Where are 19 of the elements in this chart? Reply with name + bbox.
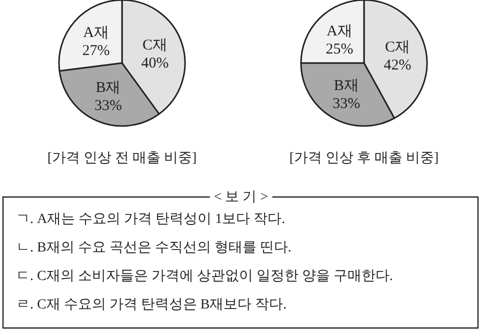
slice-label: B재 — [96, 80, 121, 96]
data-label: 25% — [326, 42, 354, 58]
text: [가격 인상 전 매출 비중] — [47, 151, 197, 166]
data-label: 33% — [94, 98, 122, 114]
slice-label: A재 — [326, 24, 352, 40]
slice-label: A재 — [83, 25, 109, 42]
text: < 보 기 > — [214, 190, 268, 205]
data-label: 42% — [384, 57, 412, 74]
text: ㄴ. B재의 수요 곡선은 수직선의 형태를 띤다. — [16, 240, 292, 256]
text: [가격 인상 후 매출 비중] — [289, 151, 439, 166]
text: ㄷ. C재의 소비자들은 가격에 상관없이 일정한 양을 구매한다. — [16, 269, 393, 284]
text: ㄹ. C재 수요의 가격 탄력성은 B재보다 작다. — [16, 298, 287, 312]
slice-label: B재 — [334, 78, 359, 94]
data-label: 33% — [332, 96, 360, 112]
slice-label: C재 — [385, 39, 410, 56]
data-label: 40% — [141, 55, 169, 72]
slice-label: C재 — [142, 37, 168, 54]
data-label: 27% — [82, 43, 110, 60]
text: ㄱ. A재는 수요의 가격 탄력성이 1보다 작다. — [16, 212, 286, 227]
